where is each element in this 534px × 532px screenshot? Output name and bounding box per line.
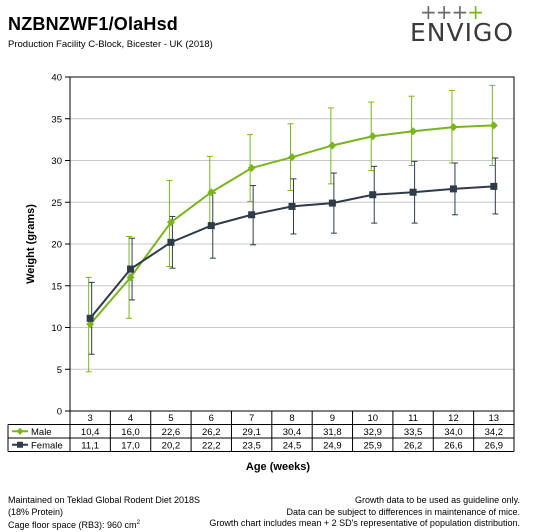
data-label-female: 24,9 [323, 440, 342, 451]
legend-marker-female [17, 441, 23, 448]
data-point-male [368, 132, 377, 141]
data-label-male: 16,0 [121, 427, 140, 438]
x-tick-label: 11 [408, 413, 418, 424]
data-label-female: 11,1 [81, 440, 99, 451]
data-table: 3 4 5 6 7 8 9 10 11 12 13 Male 10,4 16,0 22,6 26,2 29,1 3… [7, 411, 515, 452]
data-label-male: 34,0 [444, 427, 463, 438]
data-label-male: 29,1 [242, 427, 261, 438]
data-label-male: 26,2 [202, 427, 221, 438]
data-label-male: 10,4 [81, 427, 100, 438]
chart-title: NZBNZWF1/OlaHsd [8, 14, 179, 34]
data-label-female: 25,9 [363, 440, 382, 451]
data-label-female: 23,5 [242, 440, 261, 451]
data-label-male: 33,5 [404, 427, 423, 438]
x-tick-label: 6 [209, 413, 214, 424]
footer-line: Data can be subject to differences in ma… [286, 506, 520, 517]
data-point-male [409, 127, 418, 136]
x-tick-label: 13 [489, 413, 500, 424]
y-tick-label: 40 [51, 73, 62, 84]
data-point-female [288, 202, 296, 210]
footer-line: Maintained on Teklad Global Rodent Diet … [8, 495, 200, 505]
x-tick-label: 8 [289, 413, 294, 424]
data-label-female: 22,2 [202, 440, 221, 451]
x-tick-label: 4 [128, 413, 133, 424]
data-point-male [489, 121, 498, 130]
y-axis-label: Weight (grams) [25, 204, 37, 284]
data-point-female [207, 222, 215, 230]
y-tick-label: 30 [51, 156, 62, 167]
data-label-female: 24,5 [283, 440, 302, 451]
data-label-male: 32,9 [363, 427, 382, 438]
x-tick-label: 12 [448, 413, 459, 424]
data-point-female [409, 188, 417, 196]
legend-marker-male [16, 427, 24, 435]
footer-line: Growth data to be used as guideline only… [355, 495, 520, 505]
x-axis-label: Age (weeks) [246, 461, 311, 473]
data-label-female: 26,2 [404, 440, 423, 451]
x-tick-label: 3 [88, 413, 93, 424]
data-label-female: 26,9 [485, 440, 504, 451]
data-point-male [247, 164, 256, 173]
data-point-male [449, 123, 458, 132]
data-point-male [166, 218, 175, 227]
data-point-female [127, 265, 135, 273]
y-tick-label: 35 [51, 114, 62, 125]
x-tick-label: 7 [249, 413, 254, 424]
footer-line: Growth chart includes mean + 2 SD's repr… [209, 518, 520, 528]
y-tick-label: 10 [51, 323, 62, 334]
logo-text: ENVIGO [410, 18, 515, 47]
data-point-male [288, 153, 296, 162]
data-point-female [248, 211, 256, 219]
data-point-female [86, 314, 94, 322]
logo-plus-icon: ++++ [420, 0, 484, 24]
footer-line: (18% Protein) [8, 506, 64, 517]
legend-label-male: Male [31, 427, 52, 438]
data-point-male [126, 273, 135, 282]
data-point-male [86, 320, 95, 329]
y-tick-label: 5 [57, 365, 62, 376]
data-label-female: 20,2 [162, 440, 181, 451]
data-point-female [449, 185, 457, 193]
y-tick-label: 20 [51, 240, 62, 251]
x-tick-label: 5 [168, 413, 173, 424]
data-label-male: 22,6 [162, 427, 181, 438]
chart-axes: 0 5 10 15 20 25 30 35 40 [51, 73, 515, 418]
y-tick-label: 25 [51, 198, 62, 209]
x-tick-label: 10 [367, 413, 378, 424]
series-markers [86, 121, 498, 329]
footer-diet-info: Maintained on Teklad Global Rodent Diet … [8, 495, 200, 532]
data-label-male: 30,4 [283, 427, 302, 438]
data-point-female [167, 238, 175, 246]
data-label-male: 34,2 [485, 427, 504, 438]
chart-grid [70, 118, 514, 370]
data-point-female [328, 199, 336, 207]
data-label-female: 26,6 [444, 440, 463, 451]
data-point-female [490, 182, 498, 190]
footer-line: Cage floor space (RB3): 960 cm2 [8, 520, 140, 530]
data-point-female [369, 191, 377, 199]
data-label-male: 31,8 [323, 427, 342, 438]
y-tick-label: 0 [57, 407, 62, 418]
data-point-male [207, 188, 216, 197]
legend-label-female: Female [31, 440, 63, 451]
x-tick-label: 9 [330, 413, 335, 424]
chart-subtitle: Production Facility C-Block, Bicester - … [8, 39, 213, 50]
data-point-male [328, 141, 337, 150]
data-label-female: 17,0 [121, 440, 140, 451]
y-tick-label: 15 [51, 281, 62, 292]
footer-disclaimer: Growth data to be used as guideline only… [209, 495, 520, 530]
